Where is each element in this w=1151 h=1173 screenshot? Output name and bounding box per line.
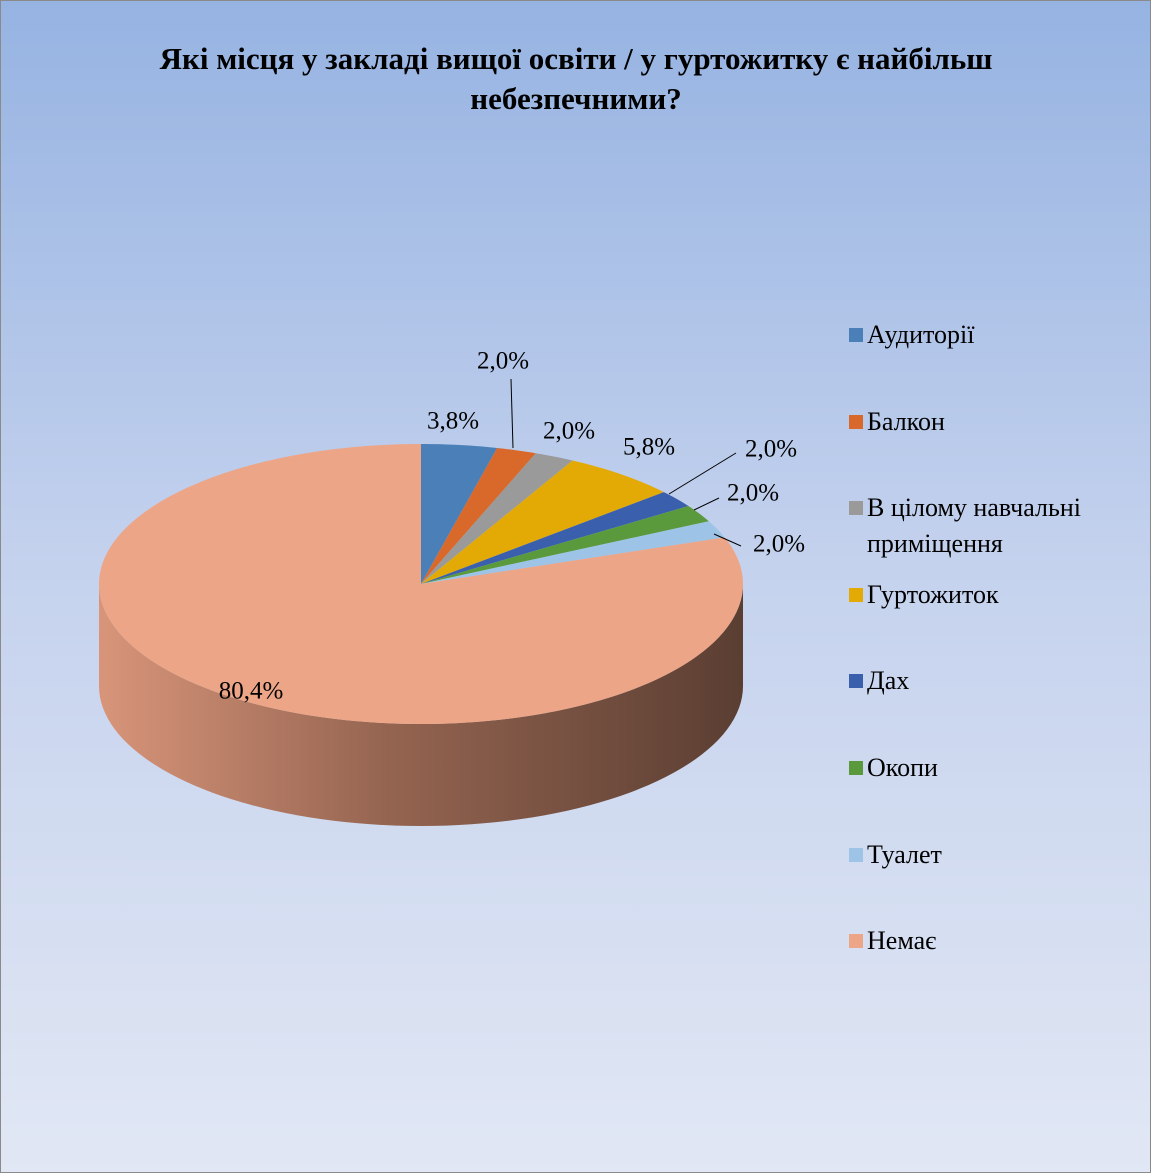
data-label: 2,0% (477, 348, 529, 375)
legend-item: Гуртожиток (849, 577, 1119, 613)
leader-line (693, 497, 720, 511)
legend-item: Дах (849, 663, 1119, 699)
data-label: 2,0% (753, 531, 805, 558)
pie-slice (421, 492, 689, 584)
legend-item: В цілому навчальні приміщення (849, 490, 1119, 562)
leader-line (713, 533, 742, 547)
legend-item: Туалет (849, 837, 1119, 873)
legend-label: В цілому навчальні приміщення (867, 493, 1081, 559)
pie-slice (421, 444, 498, 584)
legend-swatch (849, 501, 863, 516)
pie-slice (99, 444, 743, 724)
pie-depth (99, 584, 743, 826)
legend-item: Балкон (849, 404, 1119, 440)
legend-swatch (849, 847, 863, 862)
legend-label: Немає (867, 926, 937, 956)
legend-label: Гуртожиток (867, 579, 999, 609)
data-label: 2,0% (543, 418, 595, 445)
leader-line (668, 452, 737, 495)
data-label: 2,0% (745, 436, 797, 463)
data-label: 5,8% (623, 434, 675, 461)
legend-swatch (849, 328, 863, 342)
pie-slice (421, 453, 573, 584)
legend-swatch (849, 674, 863, 689)
legend-swatch (849, 587, 863, 602)
legend-swatch (849, 414, 863, 429)
legend-swatch (849, 761, 863, 775)
data-label: 2,0% (727, 480, 779, 507)
data-label: 80,4% (219, 678, 284, 705)
pie-slice (421, 460, 664, 584)
legend-label: Балкон (867, 406, 945, 436)
chart-title: Які місця у закладі вищої освіти / у гур… (159, 41, 993, 116)
data-label: 3,8% (427, 408, 479, 435)
pie-slice (421, 506, 709, 584)
legend-item: Немає (849, 923, 1119, 959)
legend-swatch (849, 934, 863, 949)
pie-slice (421, 447, 536, 584)
legend-label: Туалет (867, 839, 942, 869)
legend-label: Дах (867, 666, 910, 696)
legend-item: Аудиторії (849, 317, 1119, 353)
leader-line (510, 378, 514, 449)
legend-item: Окопи (849, 750, 1119, 786)
legend-label: Аудиторії (867, 320, 975, 349)
pie-slice (421, 521, 725, 584)
legend-label: Окопи (867, 753, 938, 782)
